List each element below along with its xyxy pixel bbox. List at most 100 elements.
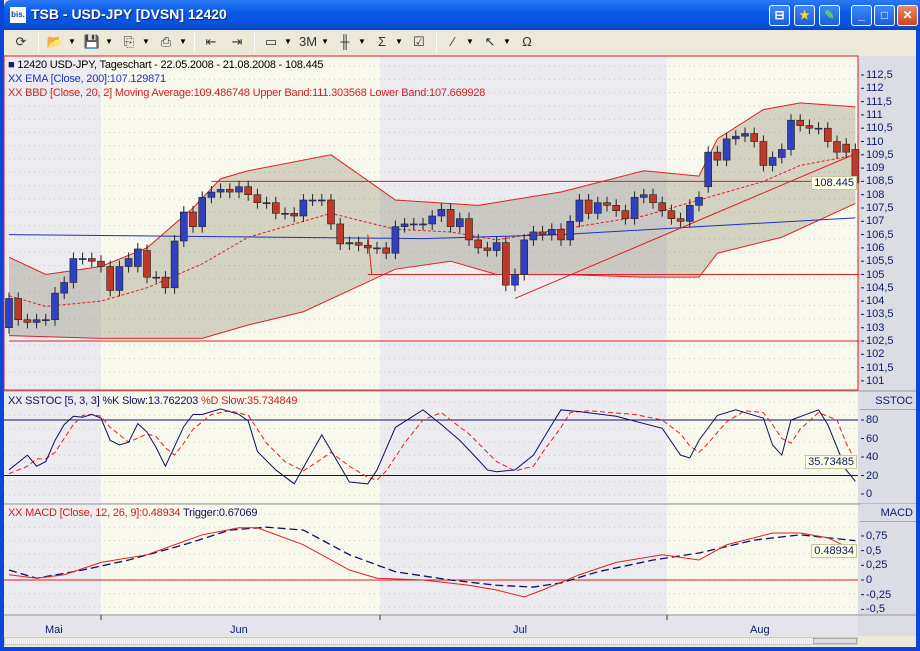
dropdown-arrow-icon[interactable]: ▼	[179, 37, 187, 46]
price-tick-label: 104,5	[866, 281, 894, 294]
candle-body	[639, 194, 648, 198]
dropdown-arrow-icon[interactable]: ▼	[284, 37, 292, 46]
dropdown-arrow-icon[interactable]: ▼	[142, 37, 150, 46]
month-band-background	[4, 392, 101, 503]
candle-body	[41, 319, 50, 322]
month-band-background	[4, 56, 101, 390]
price-tick-label: 106,5	[866, 228, 894, 241]
sstoc-k-legend: XX SSTOC [5, 3, 3] %K Slow:13.762203	[8, 395, 199, 407]
candle-body	[327, 199, 335, 225]
candle-body	[189, 211, 197, 227]
candle-body	[474, 239, 483, 249]
dropdown-arrow-icon[interactable]: ▼	[395, 37, 403, 46]
candlestick-button[interactable]: ╫	[334, 33, 356, 51]
candle-body	[382, 247, 391, 254]
price-panel-border	[3, 55, 859, 391]
candle-body	[529, 231, 538, 241]
toolbar-separator	[194, 33, 195, 52]
main-legend: ■ 12420 USD-JPY, Tageschart - 22.05.2008…	[8, 59, 324, 72]
properties-button[interactable]: ☑	[408, 33, 430, 51]
chart-back-button[interactable]: ⇤	[200, 33, 222, 51]
open-folder-button[interactable]: 📂	[44, 33, 66, 51]
stoch-tick-label: 20	[866, 469, 879, 482]
macd-tick-label: 0,75	[866, 529, 888, 542]
indicator-sigma-button[interactable]: Σ	[371, 33, 393, 51]
last-price-label: 108.445	[811, 176, 857, 190]
price-tick-label: 101,5	[866, 361, 894, 374]
window-layout-button[interactable]: ▭	[260, 33, 282, 51]
candle-body	[106, 266, 114, 291]
price-tick-label: 109	[866, 162, 885, 175]
candle-body	[409, 223, 418, 226]
price-tick-label: 105	[866, 268, 885, 281]
candle-body	[501, 242, 510, 286]
candle-body	[667, 210, 676, 219]
window-title: TSB - USD-JPY [DVSN] 12420	[31, 6, 227, 22]
favorite-button[interactable]: ★	[794, 5, 815, 26]
horizontal-scrollbar[interactable]	[4, 637, 858, 645]
candle-body	[658, 202, 667, 211]
stoch-tick-label: 80	[866, 414, 879, 426]
save-disk-button[interactable]: 💾	[81, 33, 103, 51]
stoch-d-line	[8, 410, 856, 481]
macd-tick-label: -0,25	[866, 588, 892, 601]
draw-line-icon: ⁄	[451, 34, 455, 49]
candle-body	[483, 247, 492, 251]
price-tick-label: 102	[866, 348, 885, 361]
dropdown-arrow-icon[interactable]: ▼	[358, 37, 366, 46]
candle-body	[676, 218, 685, 222]
refresh-button[interactable]: ⟳	[10, 33, 32, 51]
cursor-arrow-icon: ↖	[484, 34, 496, 49]
chart-forward-button[interactable]: ⇥	[226, 33, 248, 51]
price-tick-label: 104	[866, 295, 885, 308]
close-button[interactable]: ✕	[897, 5, 918, 26]
candle-body	[354, 242, 363, 246]
maximize-button[interactable]: □	[874, 5, 895, 26]
cursor-arrow-button[interactable]: ↖	[479, 33, 501, 51]
candle-body	[5, 298, 13, 329]
print-button[interactable]: ⎙	[155, 33, 177, 51]
candle-body	[226, 189, 234, 193]
edit-button[interactable]: ✎	[819, 5, 840, 26]
macd-trigger-line	[8, 526, 856, 588]
open-folder-icon: 📂	[46, 34, 64, 49]
month-label: Mai	[45, 624, 63, 636]
dropdown-arrow-icon[interactable]: ▼	[105, 37, 113, 46]
magnet-button[interactable]: Ω	[516, 33, 538, 51]
stoch-k-line	[8, 408, 856, 485]
pin-button[interactable]: ⊟	[769, 5, 790, 26]
dropdown-arrow-icon[interactable]: ▼	[503, 37, 511, 46]
candle-body	[455, 218, 464, 227]
maximize-icon: □	[880, 8, 889, 22]
price-tick-label: 107,5	[866, 202, 894, 214]
candle-body	[584, 199, 593, 214]
candle-body	[685, 205, 694, 222]
minimize-icon: _	[858, 8, 865, 22]
candle-body	[207, 191, 216, 198]
month-band-background	[101, 392, 380, 503]
window-layout-icon: ▭	[264, 34, 278, 49]
trigger-legend: Trigger:0.67069	[183, 507, 258, 519]
dropdown-arrow-icon[interactable]: ▼	[466, 37, 474, 46]
candle-body	[244, 186, 252, 196]
candle-body	[88, 258, 96, 262]
price-tick-label: 101	[866, 374, 885, 387]
title-bar[interactable]: bis. TSB - USD-JPY [DVSN] 12420 ⊟ ★ ✎ _ …	[4, 0, 920, 30]
copy-button[interactable]: ⎘	[118, 33, 140, 51]
period-3m-icon: 3M	[298, 34, 318, 49]
dropdown-arrow-icon[interactable]: ▼	[68, 37, 76, 46]
draw-line-button[interactable]: ⁄	[442, 33, 464, 51]
scrollbar-thumb[interactable]	[813, 638, 857, 644]
month-band-background	[380, 614, 667, 636]
price-tick-label: 111	[866, 108, 883, 121]
price-tick-label: 110,5	[866, 122, 893, 135]
candle-body	[814, 127, 823, 130]
candle-body	[180, 211, 188, 242]
drawn-line	[367, 234, 373, 275]
period-3m-button[interactable]: 3M	[297, 33, 319, 51]
minimize-button[interactable]: _	[851, 5, 872, 26]
candle-body	[520, 239, 529, 275]
price-tick-label: 103	[866, 321, 885, 334]
dropdown-arrow-icon[interactable]: ▼	[321, 37, 329, 46]
